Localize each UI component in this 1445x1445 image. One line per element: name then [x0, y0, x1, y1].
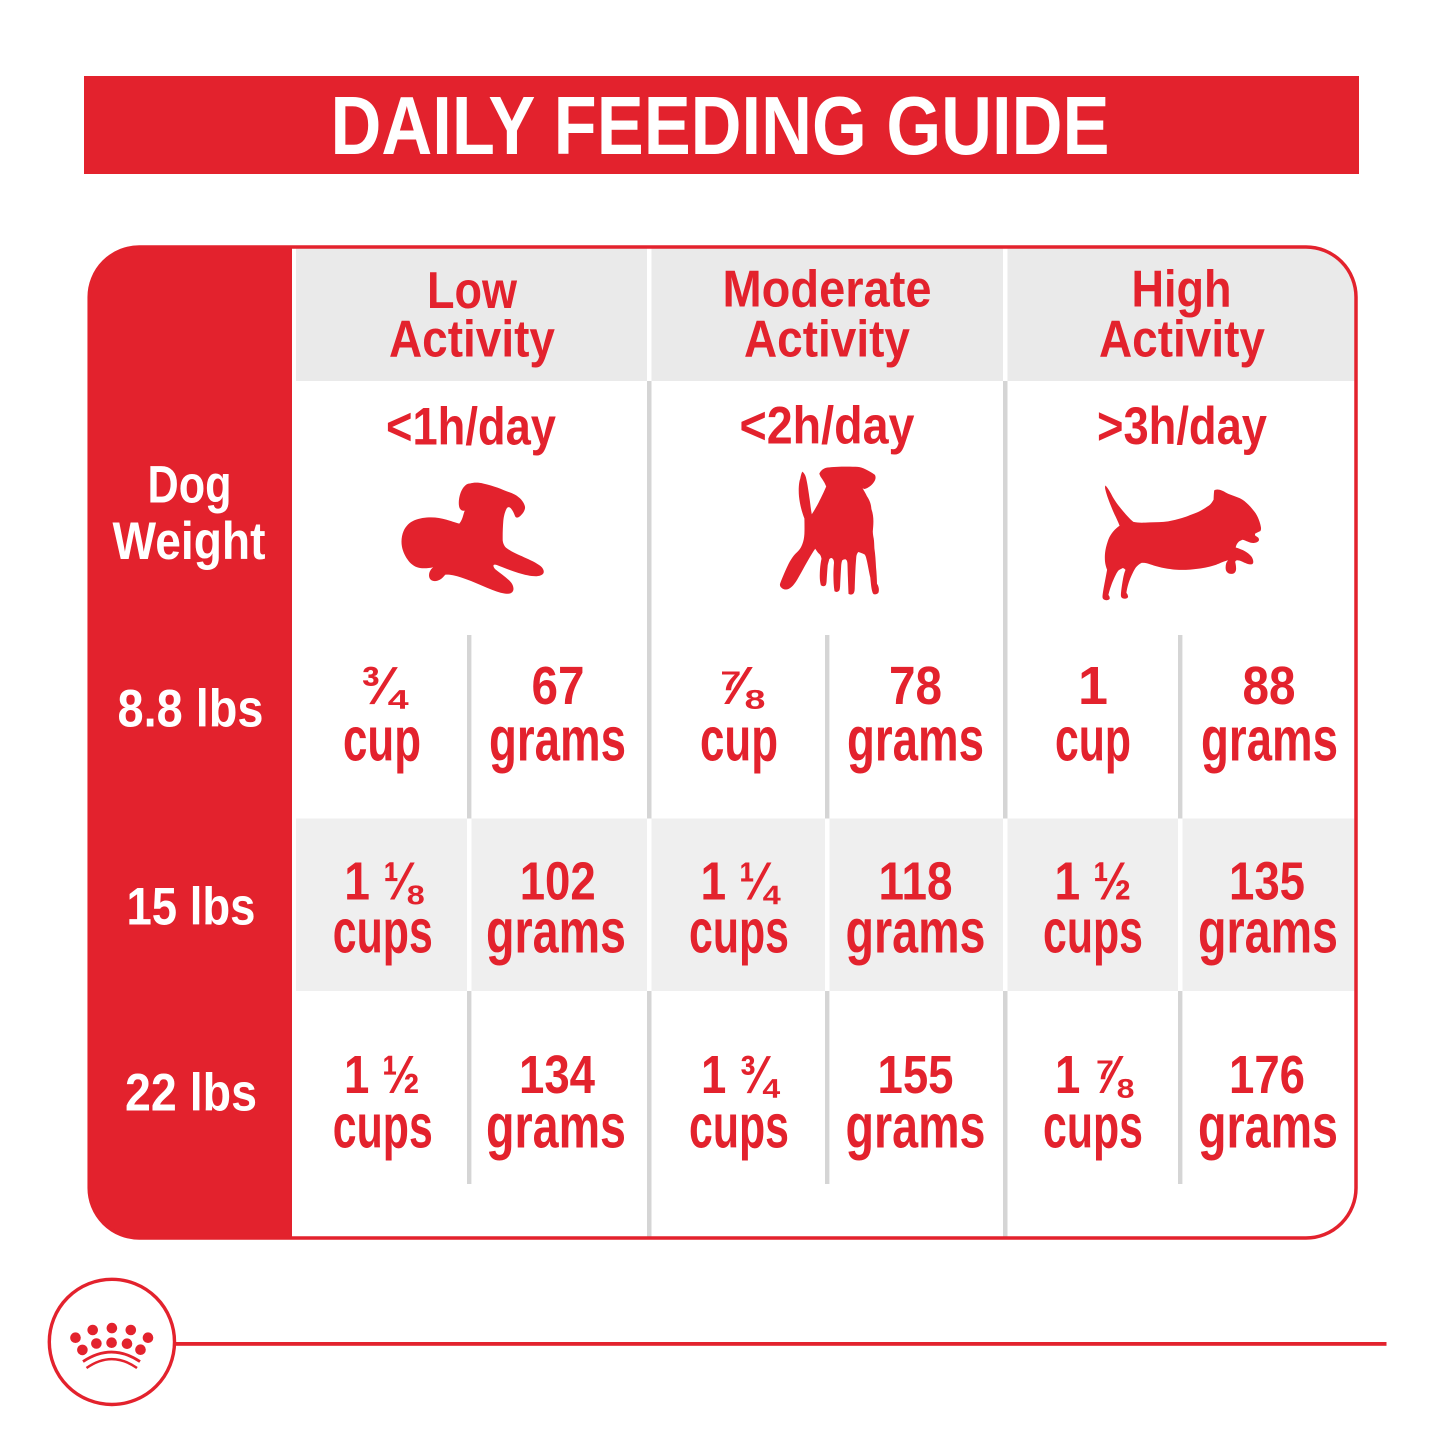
- svg-text:1 ¼: 1 ¼: [701, 852, 782, 911]
- svg-text:⅞: ⅞: [717, 657, 765, 716]
- svg-text:grams: grams: [489, 706, 626, 775]
- svg-text:1 ⅛: 1 ⅛: [344, 852, 424, 911]
- svg-text:<1h/day: <1h/day: [386, 398, 556, 457]
- svg-text:grams: grams: [486, 897, 626, 966]
- svg-text:¾: ¾: [360, 657, 409, 716]
- svg-text:Dog: Dog: [148, 455, 232, 514]
- svg-text:cup: cup: [1055, 706, 1131, 775]
- svg-text:Weight: Weight: [113, 512, 266, 571]
- svg-text:grams: grams: [1198, 1093, 1338, 1162]
- svg-text:cups: cups: [1043, 897, 1143, 966]
- svg-text:Activity: Activity: [389, 310, 555, 368]
- svg-text:cups: cups: [689, 1093, 789, 1162]
- svg-text:grams: grams: [846, 1093, 986, 1162]
- svg-text:Activity: Activity: [744, 310, 910, 368]
- svg-text:78: 78: [889, 657, 942, 716]
- svg-text:118: 118: [879, 852, 953, 911]
- svg-text:1 ½: 1 ½: [344, 1046, 420, 1105]
- svg-text:grams: grams: [846, 897, 986, 966]
- svg-text:cup: cup: [700, 706, 778, 775]
- svg-text:1 ⅞: 1 ⅞: [1055, 1046, 1134, 1105]
- svg-text:134: 134: [519, 1046, 595, 1105]
- svg-text:1: 1: [1078, 657, 1108, 716]
- svg-text:1 ½: 1 ½: [1055, 852, 1132, 911]
- svg-text:102: 102: [520, 852, 596, 911]
- svg-text:grams: grams: [1198, 897, 1338, 966]
- svg-text:176: 176: [1229, 1046, 1305, 1105]
- svg-text:cups: cups: [333, 897, 433, 966]
- svg-text:135: 135: [1229, 852, 1305, 911]
- svg-text:>3h/day: >3h/day: [1097, 397, 1267, 456]
- svg-text:cups: cups: [1043, 1093, 1143, 1162]
- svg-text:grams: grams: [486, 1093, 626, 1162]
- svg-text:88: 88: [1243, 657, 1296, 716]
- svg-text:cup: cup: [343, 706, 421, 775]
- svg-text:High: High: [1132, 260, 1232, 318]
- svg-text:67: 67: [532, 657, 585, 716]
- svg-text:cups: cups: [689, 897, 789, 966]
- svg-text:8.8 lbs: 8.8 lbs: [118, 679, 264, 738]
- svg-text:Activity: Activity: [1099, 310, 1265, 368]
- svg-text:grams: grams: [847, 706, 984, 775]
- svg-text:<2h/day: <2h/day: [740, 397, 915, 456]
- svg-text:15 lbs: 15 lbs: [127, 878, 256, 937]
- svg-text:Moderate: Moderate: [723, 260, 932, 318]
- svg-text:Low: Low: [427, 261, 518, 319]
- svg-text:22 lbs: 22 lbs: [125, 1064, 257, 1123]
- svg-text:1 ¾: 1 ¾: [701, 1046, 781, 1105]
- svg-text:grams: grams: [1201, 706, 1338, 775]
- svg-text:155: 155: [878, 1046, 954, 1105]
- svg-text:DAILY FEEDING GUIDE: DAILY FEEDING GUIDE: [331, 79, 1110, 172]
- svg-text:cups: cups: [333, 1093, 433, 1162]
